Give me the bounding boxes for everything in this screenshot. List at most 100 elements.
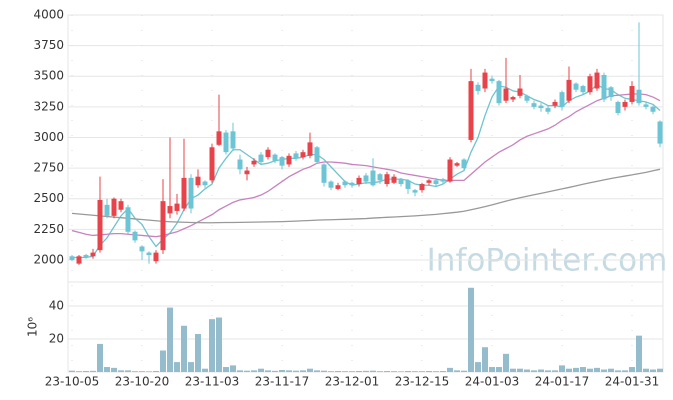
- y-tick-label: 4000: [33, 8, 64, 22]
- candle-body: [552, 101, 558, 106]
- volume-bar: [69, 370, 75, 372]
- candle-body: [636, 89, 642, 104]
- y-tick-label: 2500: [33, 191, 64, 205]
- candle-body: [342, 181, 348, 186]
- volume-bar: [307, 368, 313, 372]
- volume-bar: [223, 367, 229, 372]
- candle-body: [559, 92, 565, 107]
- volume-tick-label: 20: [49, 331, 64, 345]
- volume-bar: [293, 370, 299, 372]
- volume-bar: [244, 370, 250, 372]
- volume-bar: [608, 368, 614, 372]
- volume-bar: [377, 371, 383, 372]
- volume-bar: [321, 370, 327, 372]
- candle-body: [566, 79, 572, 101]
- candle-body: [517, 88, 523, 96]
- volume-bar: [468, 287, 474, 372]
- volume-bar: [384, 371, 390, 372]
- candle-body: [209, 147, 215, 181]
- volume-bar: [643, 368, 649, 372]
- candle-body: [265, 149, 271, 158]
- candle-body: [321, 164, 327, 183]
- volume-bar: [167, 307, 173, 372]
- candle-body: [370, 170, 376, 186]
- x-tick-label: 24-01-31: [605, 375, 659, 389]
- candle-body: [545, 108, 551, 112]
- volume-bar: [440, 371, 446, 372]
- candle-body: [384, 174, 390, 185]
- volume-bar: [503, 353, 509, 372]
- candle-body: [412, 190, 418, 193]
- candle-body: [251, 160, 257, 165]
- moving-average-line: [71, 168, 661, 224]
- volume-bar: [454, 370, 460, 372]
- candle-body: [202, 181, 208, 186]
- volume-bar: [328, 371, 334, 372]
- candle-body: [223, 132, 229, 153]
- volume-bar: [566, 368, 572, 372]
- x-tick-label: 23-11-03: [185, 375, 239, 389]
- volume-tick-label: 40: [49, 298, 64, 312]
- candle-body: [447, 159, 453, 182]
- candle-body: [272, 154, 278, 161]
- volume-bar: [118, 370, 124, 372]
- volume-bar: [615, 370, 621, 372]
- volume-bar: [174, 362, 180, 372]
- candle-body: [433, 180, 439, 185]
- volume-bar: [461, 370, 467, 372]
- candle-body: [153, 252, 159, 262]
- volume-bar: [629, 367, 635, 372]
- volume-bar: [237, 370, 243, 372]
- volume-bar: [580, 367, 586, 372]
- candle-body: [349, 182, 355, 186]
- candle-body: [475, 84, 481, 91]
- volume-bar: [538, 369, 544, 372]
- volume-bar: [405, 371, 411, 372]
- volume-bar: [650, 369, 656, 372]
- candle-body: [111, 198, 117, 216]
- y-tick-label: 3250: [33, 99, 64, 113]
- volume-bar: [125, 370, 131, 372]
- candle-body: [139, 246, 145, 252]
- candle-body: [524, 95, 530, 101]
- volume-bar: [496, 367, 502, 372]
- candle-body: [244, 170, 250, 175]
- y-tick-label: 3000: [33, 130, 64, 144]
- candle-body: [531, 103, 537, 107]
- volume-bar: [314, 370, 320, 372]
- volume-bar: [202, 368, 208, 372]
- volume-bar: [356, 371, 362, 372]
- candle-body: [335, 185, 341, 189]
- x-tick-label: 23-10-20: [115, 375, 169, 389]
- candle-body: [174, 203, 180, 211]
- candle-body: [90, 252, 96, 257]
- volume-bar: [636, 335, 642, 372]
- volume-bar: [279, 370, 285, 372]
- volume-bar: [391, 371, 397, 372]
- volume-bar: [90, 370, 96, 372]
- candle-body: [237, 159, 243, 170]
- volume-bar: [545, 370, 551, 372]
- candle-body: [580, 86, 586, 93]
- x-tick-label: 23-10-05: [45, 375, 99, 389]
- candle-body: [391, 176, 397, 183]
- y-tick-label: 3500: [33, 69, 64, 83]
- candle-body: [307, 142, 313, 156]
- volume-bar: [517, 368, 523, 372]
- volume-bar: [510, 368, 516, 372]
- volume-bar: [531, 370, 537, 372]
- candle-body: [643, 104, 649, 107]
- candle-body: [132, 231, 138, 241]
- volume-bar: [258, 368, 264, 372]
- candle-body: [629, 86, 635, 102]
- candle-body: [419, 184, 425, 191]
- candle-body: [118, 201, 124, 210]
- candle-body: [650, 106, 656, 112]
- volume-bar: [97, 343, 103, 372]
- y-tick-label: 2750: [33, 161, 64, 175]
- volume-bar: [181, 325, 187, 372]
- y-tick-label: 2000: [33, 252, 64, 266]
- volume-bar: [447, 367, 453, 372]
- x-tick-label: 24-01-17: [535, 375, 589, 389]
- volume-bar: [83, 371, 89, 372]
